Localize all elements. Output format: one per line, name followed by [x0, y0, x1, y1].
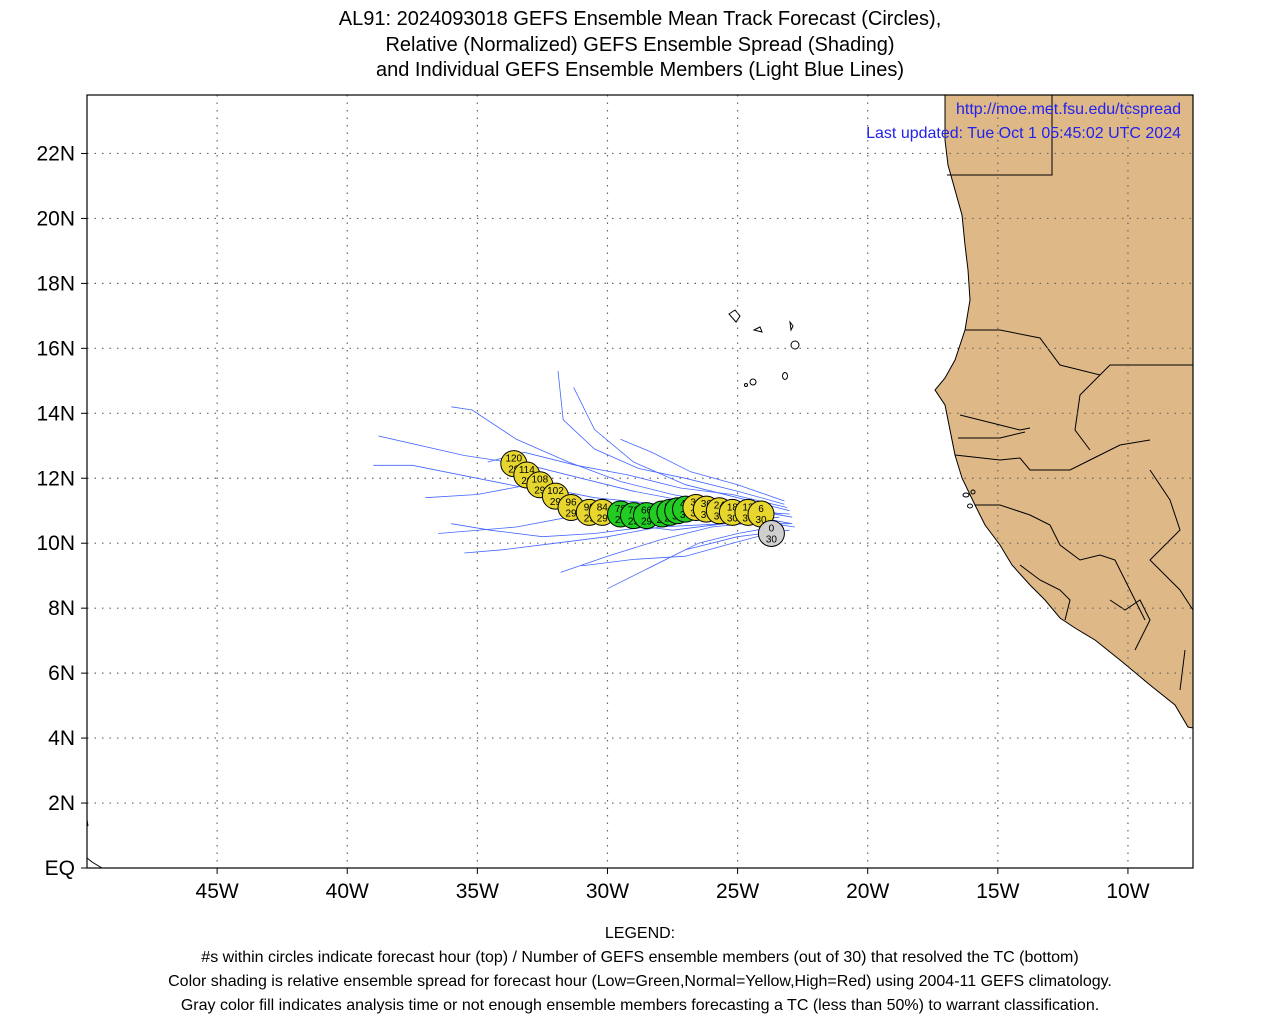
- member-count-label: 30: [766, 534, 778, 545]
- track-circle-fill: [757, 519, 785, 547]
- ensemble-member-track: [620, 438, 785, 502]
- bijagos-islands: [962, 489, 976, 509]
- forecast-hour-label: 66: [641, 506, 653, 517]
- country-borders: [947, 95, 1193, 691]
- forecast-hour-label: 90: [584, 502, 596, 513]
- lat-tick-label: 22N: [36, 142, 75, 165]
- lon-tick-label: 40W: [326, 880, 369, 903]
- member-count-label: 29: [508, 465, 520, 476]
- member-count-label: 29: [597, 513, 609, 524]
- title-line-2: Relative (Normalized) GEFS Ensemble Spre…: [385, 34, 895, 56]
- forecast-hour-label: 120: [505, 454, 522, 465]
- lon-tick-label: 15W: [976, 880, 1019, 903]
- member-count-label: 30: [742, 513, 754, 524]
- ensemble-member-track: [487, 451, 788, 508]
- grid-lines: [87, 95, 1193, 868]
- lon-tick-label: 35W: [456, 880, 499, 903]
- ensemble-member-track: [581, 529, 782, 567]
- forecast-hour-label: 96: [565, 497, 577, 508]
- member-count-label: 29: [641, 517, 653, 528]
- forecast-hour-label: 24: [714, 501, 726, 512]
- legend-title: LEGEND:: [604, 925, 676, 942]
- title-line-3: and Individual GEFS Ensemble Members (Li…: [375, 59, 905, 81]
- cape-verde-islands: [728, 309, 800, 387]
- lon-tick-label: 25W: [716, 880, 759, 903]
- lon-tick-label: 10W: [1106, 880, 1149, 903]
- track-circles: 1202911429108291022996299029842978297229…: [500, 450, 785, 547]
- lat-tick-label: 4N: [48, 727, 75, 750]
- lat-tick-label: 14N: [36, 402, 75, 425]
- track-circle: 030: [757, 519, 785, 547]
- legend: LEGEND: #s within circles indicate forec…: [0, 922, 1280, 1018]
- forecast-hour-label: 108: [531, 475, 548, 486]
- title-line-1: AL91: 2024093018 GEFS Ensemble Mean Trac…: [338, 8, 942, 30]
- member-count-label: 29: [550, 497, 562, 508]
- lon-tick-labels: 45W 40W 35W 30W 25W 20W 15W 10W: [196, 868, 1150, 903]
- forecast-hour-label: 0: [769, 523, 775, 534]
- lat-tick-label: 8N: [48, 597, 75, 620]
- lon-tick-label: 30W: [586, 880, 629, 903]
- lat-tick-label: 20N: [36, 207, 75, 230]
- lat-tick-label: 18N: [36, 272, 75, 295]
- forecast-hour-label: 114: [519, 465, 535, 476]
- member-count-label: 29: [565, 508, 577, 519]
- forecast-hour-label: 18: [727, 502, 739, 513]
- lat-tick-labels: 22N 20N 18N 16N 14N 12N 10N 8N 6N 4N 2N EQ: [36, 142, 87, 880]
- lat-tick-label: 2N: [48, 792, 75, 815]
- lat-tick-label: 12N: [36, 467, 75, 490]
- forecast-hour-label: 72: [628, 506, 640, 517]
- forecast-hour-label: 78: [615, 504, 627, 515]
- member-count-label: 29: [534, 486, 546, 497]
- legend-line-3: Gray color fill indicates analysis time …: [180, 997, 1100, 1014]
- map-plot: 1202911429108291022996299029842978297229…: [36, 94, 1194, 903]
- lon-tick-label: 45W: [196, 880, 239, 903]
- member-count-label: 29: [628, 517, 640, 528]
- member-count-label: 30: [755, 515, 767, 526]
- plot-frame: [86, 94, 1194, 869]
- member-count-label: 29: [584, 513, 596, 524]
- lat-tick-label: EQ: [45, 857, 75, 880]
- forecast-hour-label: 84: [597, 502, 609, 513]
- forecast-hour-label: 102: [547, 486, 564, 497]
- forecast-hour-label: 12: [742, 502, 754, 513]
- lat-tick-label: 16N: [36, 337, 75, 360]
- legend-line-1: #s within circles indicate forecast hour…: [201, 949, 1079, 966]
- ensemble-member-track: [557, 371, 785, 505]
- legend-line-2: Color shading is relative ensemble sprea…: [168, 973, 1112, 990]
- member-count-label: 30: [701, 510, 713, 521]
- lon-tick-label: 20W: [846, 880, 889, 903]
- lat-tick-label: 10N: [36, 532, 75, 555]
- ensemble-member-track: [646, 526, 775, 570]
- member-count-label: 30: [727, 513, 739, 524]
- member-count-label: 30: [714, 512, 726, 523]
- credit-updated: Last updated: Tue Oct 1 05:45:02 UTC 202…: [866, 125, 1181, 142]
- forecast-hour-label: 6: [758, 504, 764, 515]
- member-count-label: 29: [615, 515, 627, 526]
- credit-url: http://moe.met.fsu.edu/tcspread: [956, 101, 1181, 118]
- lat-tick-label: 6N: [48, 662, 75, 685]
- forecast-hour-label: 30: [701, 499, 713, 510]
